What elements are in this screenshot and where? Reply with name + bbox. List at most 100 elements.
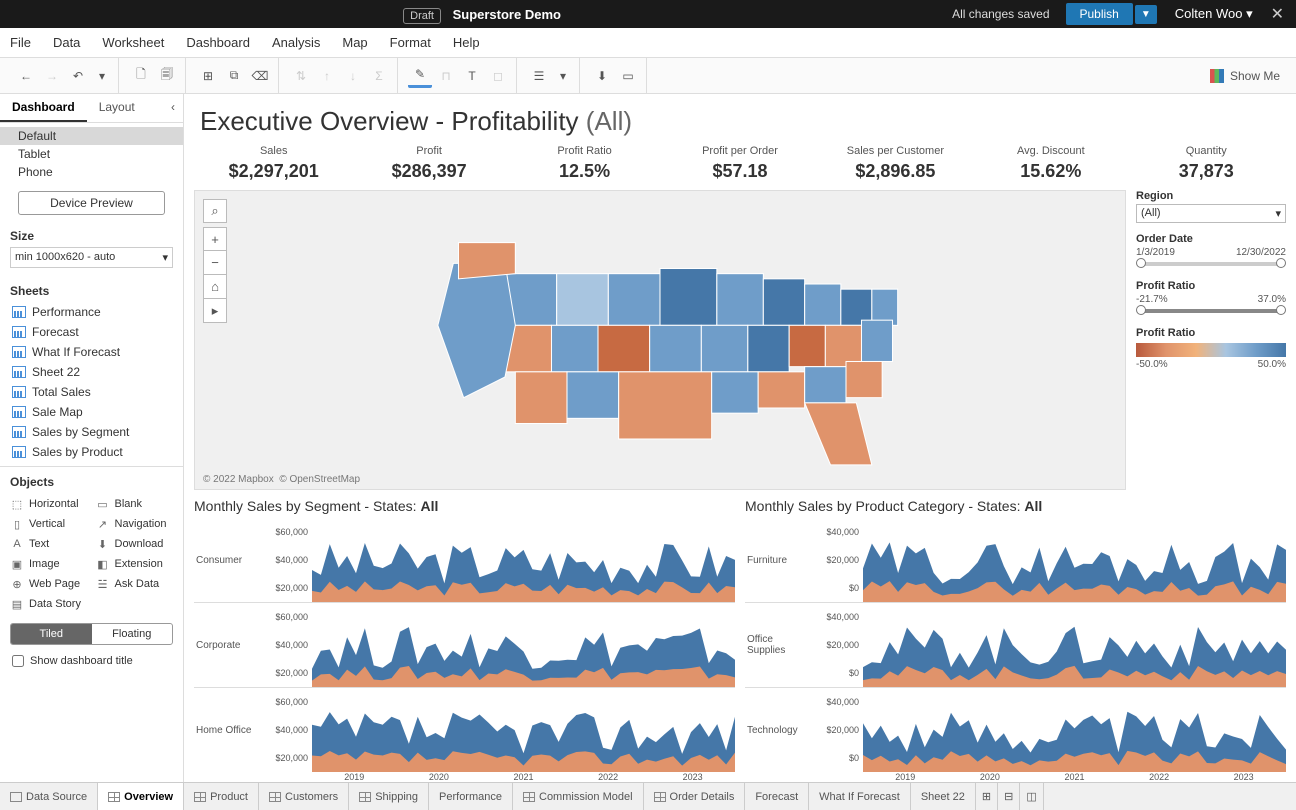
back-icon[interactable]: ← bbox=[14, 64, 38, 88]
tab-commission[interactable]: Commission Model bbox=[513, 783, 644, 810]
tab-sheet22[interactable]: Sheet 22 bbox=[911, 783, 976, 810]
forward-icon[interactable]: → bbox=[40, 64, 64, 88]
sheet-item[interactable]: Sales by Segment bbox=[0, 422, 183, 442]
group-icon[interactable]: ⊓ bbox=[434, 64, 458, 88]
device-default[interactable]: Default bbox=[0, 127, 183, 145]
device-phone[interactable]: Phone bbox=[0, 163, 183, 181]
chart-area[interactable] bbox=[312, 688, 735, 772]
map-zoom-in-icon[interactable]: + bbox=[203, 227, 227, 251]
menu-data[interactable]: Data bbox=[53, 35, 80, 50]
menu-worksheet[interactable]: Worksheet bbox=[102, 35, 164, 50]
chart-area[interactable] bbox=[863, 603, 1286, 687]
object-item[interactable]: ▣Image bbox=[8, 555, 90, 573]
map-home-icon[interactable]: ⌂ bbox=[203, 275, 227, 299]
tab-forecast[interactable]: Forecast bbox=[745, 783, 809, 810]
swap-icon[interactable]: ⇅ bbox=[289, 64, 313, 88]
save-status: All changes saved bbox=[952, 7, 1049, 21]
menu-help[interactable]: Help bbox=[453, 35, 480, 50]
map-view[interactable]: ⌕ + − ⌂ ▸ bbox=[194, 190, 1126, 490]
label-icon[interactable]: T bbox=[460, 64, 484, 88]
new-story-icon[interactable]: ◫ bbox=[1020, 783, 1043, 810]
object-item[interactable]: ⬇Download bbox=[94, 535, 176, 553]
device-tablet[interactable]: Tablet bbox=[0, 145, 183, 163]
map-search-icon[interactable]: ⌕ bbox=[203, 199, 227, 223]
collapse-panel-icon[interactable]: ‹ bbox=[163, 94, 183, 122]
map-play-icon[interactable]: ▸ bbox=[203, 299, 227, 323]
object-item[interactable]: ↗Navigation bbox=[94, 515, 176, 533]
menu-dashboard[interactable]: Dashboard bbox=[186, 35, 250, 50]
chart-area[interactable] bbox=[863, 518, 1286, 602]
highlight-icon[interactable]: ✎ bbox=[408, 64, 432, 88]
chart-area[interactable] bbox=[863, 688, 1286, 772]
object-item[interactable]: ☱Ask Data bbox=[94, 575, 176, 593]
close-icon[interactable]: ✕ bbox=[1271, 4, 1284, 24]
clear-icon[interactable]: ⌫ bbox=[248, 64, 272, 88]
tab-layout[interactable]: Layout bbox=[87, 94, 147, 122]
sheet-item[interactable]: Forecast bbox=[0, 322, 183, 342]
tab-data-source[interactable]: Data Source bbox=[0, 783, 98, 810]
tab-whatif[interactable]: What If Forecast bbox=[809, 783, 911, 810]
sort-desc-icon[interactable]: ↓ bbox=[341, 64, 365, 88]
object-item[interactable]: ⬚Horizontal bbox=[8, 495, 90, 513]
sheet-item[interactable]: Sale Map bbox=[0, 402, 183, 422]
kpi-value: $57.18 bbox=[662, 161, 817, 182]
object-item[interactable]: ▯Vertical bbox=[8, 515, 90, 533]
menu-file[interactable]: File bbox=[10, 35, 31, 50]
menu-map[interactable]: Map bbox=[342, 35, 367, 50]
chart-area[interactable] bbox=[312, 518, 735, 602]
show-title-input[interactable] bbox=[12, 655, 24, 667]
save-icon[interactable]: 🗐 bbox=[155, 64, 179, 88]
tab-overview[interactable]: Overview bbox=[98, 783, 184, 810]
publish-button[interactable]: Publish bbox=[1066, 3, 1133, 25]
present-icon[interactable]: ▭ bbox=[616, 64, 640, 88]
object-item[interactable]: AText bbox=[8, 535, 90, 553]
sheet-item[interactable]: Total Sales bbox=[0, 382, 183, 402]
download-icon[interactable]: ⬇ bbox=[590, 64, 614, 88]
tab-dashboard[interactable]: Dashboard bbox=[0, 94, 87, 122]
tab-product[interactable]: Product bbox=[184, 783, 259, 810]
sheet-item[interactable]: Sheet 22 bbox=[0, 362, 183, 382]
device-preview-button[interactable]: Device Preview bbox=[18, 191, 165, 215]
sheet-item[interactable]: Sales by Product bbox=[0, 442, 183, 462]
kpi-label: Profit per Order bbox=[662, 145, 817, 157]
new-data-icon[interactable]: 🗋 bbox=[129, 64, 153, 88]
object-item[interactable]: ⊕Web Page bbox=[8, 575, 90, 593]
sheet-icon bbox=[12, 306, 26, 318]
show-title-checkbox[interactable]: Show dashboard title bbox=[0, 651, 183, 675]
publish-dropdown[interactable]: ▼ bbox=[1135, 5, 1157, 24]
new-sheet-icon[interactable]: ⊞ bbox=[196, 64, 220, 88]
region-filter-select[interactable]: (All)▾ bbox=[1136, 204, 1286, 223]
sort-asc-icon[interactable]: ↑ bbox=[315, 64, 339, 88]
new-dashboard-icon[interactable]: ⊟ bbox=[998, 783, 1020, 810]
object-item[interactable]: ◧Extension bbox=[94, 555, 176, 573]
floating-button[interactable]: Floating bbox=[92, 624, 173, 644]
map-zoom-out-icon[interactable]: − bbox=[203, 251, 227, 275]
totals-icon[interactable]: Σ bbox=[367, 64, 391, 88]
profitratio-slider[interactable] bbox=[1138, 309, 1284, 313]
object-item[interactable]: ▭Blank bbox=[94, 495, 176, 513]
orderdate-slider[interactable] bbox=[1138, 262, 1284, 266]
size-select[interactable]: min 1000x620 - auto▾ bbox=[10, 247, 173, 268]
user-menu[interactable]: Colten Woo ▾ bbox=[1175, 6, 1253, 22]
tab-order-details[interactable]: Order Details bbox=[644, 783, 746, 810]
show-me-button[interactable]: Show Me bbox=[1210, 69, 1288, 83]
view-icon[interactable]: ☰ bbox=[527, 64, 551, 88]
view-dropdown-icon[interactable]: ▾ bbox=[553, 64, 573, 88]
undo-icon[interactable]: ↶ bbox=[66, 64, 90, 88]
menu-analysis[interactable]: Analysis bbox=[272, 35, 320, 50]
menu-format[interactable]: Format bbox=[390, 35, 431, 50]
object-item[interactable]: ▤Data Story bbox=[8, 595, 90, 613]
tab-shipping[interactable]: Shipping bbox=[349, 783, 429, 810]
dashboard-icon bbox=[523, 792, 535, 802]
duplicate-icon[interactable]: ⧉ bbox=[222, 64, 246, 88]
new-worksheet-icon[interactable]: ⊞ bbox=[976, 783, 998, 810]
tab-performance[interactable]: Performance bbox=[429, 783, 513, 810]
tab-customers[interactable]: Customers bbox=[259, 783, 349, 810]
sheet-item[interactable]: Performance bbox=[0, 302, 183, 322]
sheet-item[interactable]: What If Forecast bbox=[0, 342, 183, 362]
tiled-button[interactable]: Tiled bbox=[11, 624, 92, 644]
undo-dropdown-icon[interactable]: ▾ bbox=[92, 64, 112, 88]
category-chart: Monthly Sales by Product Category - Stat… bbox=[745, 498, 1286, 782]
chart-area[interactable] bbox=[312, 603, 735, 687]
fit-icon[interactable]: ◻ bbox=[486, 64, 510, 88]
